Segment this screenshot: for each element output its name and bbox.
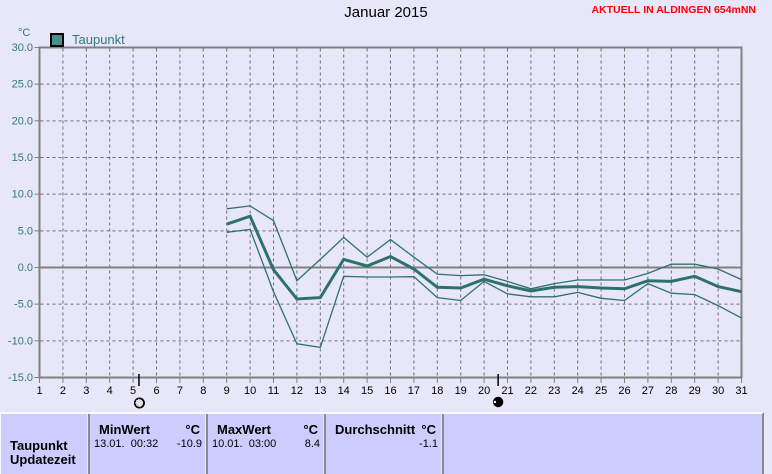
station-banner: AKTUELL IN ALDINGEN 654mNN bbox=[591, 4, 756, 16]
x-axis-label: 19 bbox=[455, 385, 467, 397]
y-axis-label: 15.0 bbox=[12, 152, 33, 164]
x-axis-label: 9 bbox=[224, 385, 230, 397]
x-axis-label: 17 bbox=[408, 385, 420, 397]
stats-col-min: MinWert °C 13.01. 00:32 -10.9 bbox=[88, 414, 208, 474]
y-axis-label: 0.0 bbox=[18, 262, 33, 274]
x-axis-label: 21 bbox=[501, 385, 513, 397]
y-axis-label: -5.0 bbox=[14, 299, 33, 311]
stats-avg-value: -1.1 bbox=[419, 438, 438, 450]
y-axis-label: -10.0 bbox=[8, 335, 33, 347]
y-axis-label: 10.0 bbox=[12, 189, 33, 201]
y-axis-label: 30.0 bbox=[12, 42, 33, 54]
x-axis-label: 15 bbox=[361, 385, 373, 397]
stats-row-label: Taupunkt bbox=[10, 438, 68, 453]
stats-col-max: MaxWert °C 10.01. 03:00 8.4 bbox=[206, 414, 326, 474]
stats-unit-minwert: °C bbox=[185, 422, 200, 437]
x-axis-label: 12 bbox=[291, 385, 303, 397]
x-axis-label: 23 bbox=[548, 385, 560, 397]
stats-min-value: -10.9 bbox=[176, 438, 202, 450]
y-axis-label: -15.0 bbox=[8, 372, 33, 384]
series-line-max bbox=[226, 205, 742, 290]
x-axis-label: 4 bbox=[107, 385, 113, 397]
series-line-min bbox=[226, 228, 742, 349]
stats-unit-maxwert: °C bbox=[303, 422, 318, 437]
stats-header-durchschnitt: Durchschnitt bbox=[335, 422, 416, 437]
stats-col-sensor: Taupunkt Updatezeit bbox=[1, 414, 87, 474]
dewpoint-line-chart: 30.0 25.0 20.0 15.0 10.0 5.0 0.0 -5.0 -10.0 -15.0… bbox=[8, 42, 748, 409]
x-axis-label: 1 bbox=[36, 385, 42, 397]
legend-label: Taupunkt bbox=[72, 32, 125, 47]
x-axis-label: 27 bbox=[642, 385, 654, 397]
x-axis-label: 29 bbox=[689, 385, 701, 397]
y-axis-label: 25.0 bbox=[12, 79, 33, 91]
legend: Taupunkt bbox=[50, 32, 125, 47]
new-moon-icon bbox=[492, 396, 504, 408]
stats-col-spare bbox=[442, 414, 762, 474]
x-axis-label: 16 bbox=[384, 385, 396, 397]
x-axis-label: 26 bbox=[618, 385, 630, 397]
x-axis-label: 24 bbox=[572, 385, 584, 397]
y-axis-unit-label: °C bbox=[18, 27, 31, 39]
x-axis-label: 25 bbox=[595, 385, 607, 397]
x-axis-label: 10 bbox=[244, 385, 256, 397]
stats-min-datetime: 13.01. 00:32 bbox=[94, 438, 159, 450]
y-axis-label: 20.0 bbox=[12, 115, 33, 127]
stats-clipped-row-label: Updatezeit bbox=[10, 451, 76, 467]
page-title: Januar 2015 bbox=[344, 4, 428, 21]
x-axis-label: 2 bbox=[60, 385, 66, 397]
new-moon-sliver bbox=[493, 400, 497, 404]
x-axis-label: 5 bbox=[130, 385, 136, 397]
stats-header-minwert: MinWert bbox=[99, 422, 151, 437]
x-axis-label: 30 bbox=[712, 385, 724, 397]
x-axis-label: 22 bbox=[525, 385, 537, 397]
x-axis-label: 13 bbox=[314, 385, 326, 397]
plot-frame bbox=[38, 46, 743, 379]
stats-col-avg: Durchschnitt °C -1.1 bbox=[324, 414, 444, 474]
weather-chart-page: Januar 2015 AKTUELL IN ALDINGEN 654mNN °… bbox=[0, 4, 764, 474]
x-axis-label: 14 bbox=[338, 385, 350, 397]
x-axis-label: 7 bbox=[177, 385, 183, 397]
x-axis-label: 6 bbox=[153, 385, 159, 397]
stats-table: Taupunkt Updatezeit MinWert °C 13.01. 00… bbox=[0, 412, 764, 474]
stats-max-datetime: 10.01. 03:00 bbox=[212, 438, 277, 450]
x-axis-label: 20 bbox=[478, 385, 490, 397]
stats-header-maxwert: MaxWert bbox=[217, 422, 271, 437]
x-axis-label: 8 bbox=[200, 385, 206, 397]
x-axis-label: 28 bbox=[665, 385, 677, 397]
full-moon-texture bbox=[134, 398, 143, 408]
stats-unit-durchschnitt: °C bbox=[421, 422, 436, 437]
x-axis-label: 18 bbox=[431, 385, 443, 397]
x-axis-label: 31 bbox=[735, 385, 747, 397]
series-line-mean bbox=[226, 214, 742, 301]
legend-swatch bbox=[50, 32, 64, 47]
stats-max-value: 8.4 bbox=[304, 438, 320, 450]
y-axis-label: 5.0 bbox=[18, 225, 33, 237]
x-axis-label: 11 bbox=[268, 385, 279, 397]
x-axis-label: 3 bbox=[83, 385, 89, 397]
